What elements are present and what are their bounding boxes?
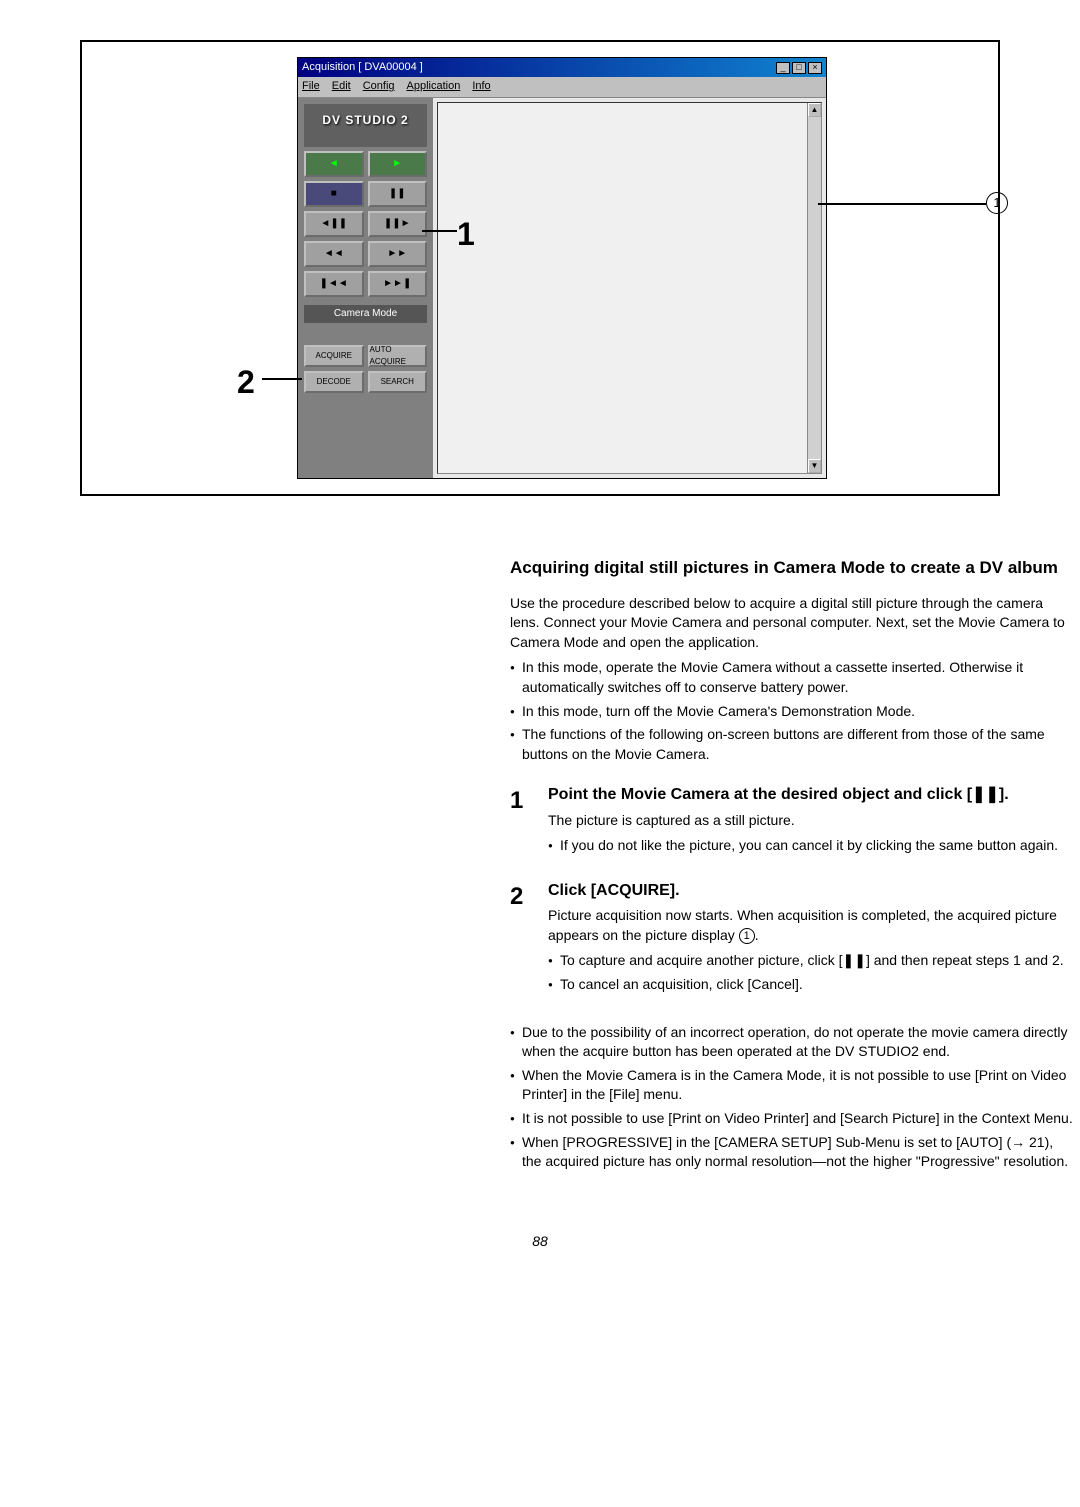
close-icon[interactable]: × bbox=[808, 62, 822, 74]
titlebar: Acquisition [ DVA00004 ] _ □ × bbox=[298, 58, 826, 77]
step-title: Click [ACQUIRE]. bbox=[548, 880, 1075, 902]
note-item: When the Movie Camera is in the Camera M… bbox=[510, 1066, 1075, 1105]
step-bullet: If you do not like the picture, you can … bbox=[548, 836, 1075, 856]
callout-1-line bbox=[422, 230, 457, 232]
step-2: 2 Click [ACQUIRE]. Picture acquisition n… bbox=[510, 880, 1075, 999]
menu-edit[interactable]: Edit bbox=[332, 79, 351, 94]
step-body: Picture acquisition now starts. When acq… bbox=[548, 906, 1075, 945]
step-body-post: . bbox=[755, 927, 759, 943]
menu-application[interactable]: Application bbox=[407, 79, 461, 94]
maximize-icon[interactable]: □ bbox=[792, 62, 806, 74]
prev-button[interactable]: ◄◄ bbox=[304, 241, 364, 267]
notes-list: Due to the possibility of an incorrect o… bbox=[510, 1023, 1075, 1172]
scroll-up-icon[interactable]: ▲ bbox=[808, 103, 821, 117]
menu-config[interactable]: Config bbox=[363, 79, 395, 94]
auto-acquire-button[interactable]: AUTO ACQUIRE bbox=[368, 345, 428, 367]
intro-bullets: In this mode, operate the Movie Camera w… bbox=[510, 658, 1075, 764]
menu-file[interactable]: File bbox=[302, 79, 320, 94]
fast-rew-button[interactable]: ❚◄◄ bbox=[304, 271, 364, 297]
callout-2-line bbox=[262, 378, 302, 380]
pause-button[interactable]: ❚❚ bbox=[368, 181, 428, 207]
app-window: Acquisition [ DVA00004 ] _ □ × File Edit… bbox=[297, 57, 827, 479]
play-button[interactable]: ► bbox=[368, 151, 428, 177]
minimize-icon[interactable]: _ bbox=[776, 62, 790, 74]
scrollbar[interactable]: ▲ ▼ bbox=[807, 103, 821, 473]
callout-1: 1 bbox=[457, 212, 475, 257]
step-bullets: If you do not like the picture, you can … bbox=[548, 836, 1075, 856]
step-bullets: To capture and acquire another picture, … bbox=[548, 951, 1075, 994]
callout-circle-1: 1 bbox=[986, 192, 1008, 214]
intro-bullet: In this mode, operate the Movie Camera w… bbox=[510, 658, 1075, 697]
app-logo: DV STUDIO 2 bbox=[304, 104, 427, 147]
menubar: File Edit Config Application Info bbox=[298, 77, 826, 97]
step-bullet: To capture and acquire another picture, … bbox=[548, 951, 1075, 971]
stop-button[interactable]: ■ bbox=[304, 181, 364, 207]
step-body-pre: Picture acquisition now starts. When acq… bbox=[548, 907, 1057, 943]
next-button[interactable]: ►► bbox=[368, 241, 428, 267]
section-title: Acquiring digital still pictures in Came… bbox=[510, 556, 1075, 580]
step-number: 1 bbox=[510, 784, 532, 860]
note-item: It is not possible to use [Print on Vide… bbox=[510, 1109, 1075, 1129]
picture-display: ▲ ▼ bbox=[437, 102, 822, 474]
page-number: 88 bbox=[80, 1232, 1000, 1252]
control-panel: DV STUDIO 2 ◄ ► ■ ❚❚ ◄❚❚ ❚❚► ◄◄ ►► bbox=[298, 98, 433, 478]
skip-back-button[interactable]: ◄❚❚ bbox=[304, 211, 364, 237]
step-bullet: To cancel an acquisition, click [Cancel]… bbox=[548, 975, 1075, 995]
note-item: Due to the possibility of an incorrect o… bbox=[510, 1023, 1075, 1062]
acquire-button[interactable]: ACQUIRE bbox=[304, 345, 364, 367]
note-item: When [PROGRESSIVE] in the [CAMERA SETUP]… bbox=[510, 1133, 1075, 1172]
fast-fwd-button[interactable]: ►►❚ bbox=[368, 271, 428, 297]
skip-fwd-button[interactable]: ❚❚► bbox=[368, 211, 428, 237]
rewind-button[interactable]: ◄ bbox=[304, 151, 364, 177]
app-body: DV STUDIO 2 ◄ ► ■ ❚❚ ◄❚❚ ❚❚► ◄◄ ►► bbox=[298, 98, 826, 478]
article-content: Acquiring digital still pictures in Came… bbox=[510, 556, 1075, 1172]
callout-2: 2 bbox=[237, 360, 255, 405]
intro-paragraph: Use the procedure described below to acq… bbox=[510, 594, 1075, 653]
step-1: 1 Point the Movie Camera at the desired … bbox=[510, 784, 1075, 860]
step-body: The picture is captured as a still pictu… bbox=[548, 811, 1075, 831]
circle-ref-1: 1 bbox=[739, 928, 755, 944]
mode-label: Camera Mode bbox=[304, 305, 427, 323]
menu-info[interactable]: Info bbox=[472, 79, 490, 94]
search-button[interactable]: SEARCH bbox=[368, 371, 428, 393]
step-title: Point the Movie Camera at the desired ob… bbox=[548, 784, 1075, 806]
callout-circle-1-line bbox=[818, 203, 986, 205]
decode-button[interactable]: DECODE bbox=[304, 371, 364, 393]
scroll-down-icon[interactable]: ▼ bbox=[808, 459, 821, 473]
intro-bullet: In this mode, turn off the Movie Camera'… bbox=[510, 702, 1075, 722]
step-number: 2 bbox=[510, 880, 532, 999]
intro-bullet: The functions of the following on-screen… bbox=[510, 725, 1075, 764]
screenshot-frame: Acquisition [ DVA00004 ] _ □ × File Edit… bbox=[80, 40, 1000, 496]
window-title: Acquisition [ DVA00004 ] bbox=[302, 60, 423, 75]
